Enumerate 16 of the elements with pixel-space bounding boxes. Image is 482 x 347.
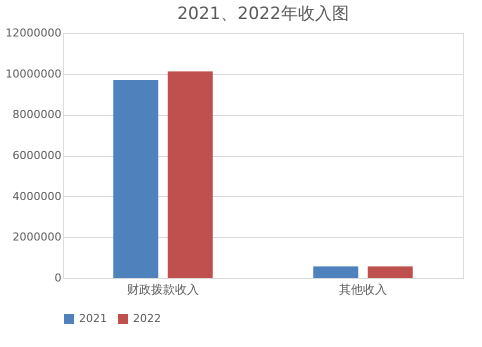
y-tick-label: 2000000	[12, 230, 62, 244]
y-tick-label: 10000000	[6, 67, 62, 80]
x-tick-label: 财政拨款收入	[127, 282, 199, 296]
bar	[368, 266, 413, 278]
chart-title: 2021、2022年收入图	[177, 4, 349, 24]
bar	[113, 80, 158, 278]
legend-label: 2022	[133, 312, 161, 325]
y-tick-label: 4000000	[12, 190, 62, 203]
y-tick-label: 8000000	[12, 108, 62, 122]
y-tick-label: 6000000	[12, 149, 62, 162]
bar	[313, 266, 358, 278]
bar	[168, 71, 213, 278]
y-tick-label: 12000000	[6, 26, 62, 40]
y-tick-label: 0	[54, 272, 62, 284]
legend-label: 2021	[79, 312, 107, 325]
x-tick-label: 其他收入	[339, 282, 387, 296]
